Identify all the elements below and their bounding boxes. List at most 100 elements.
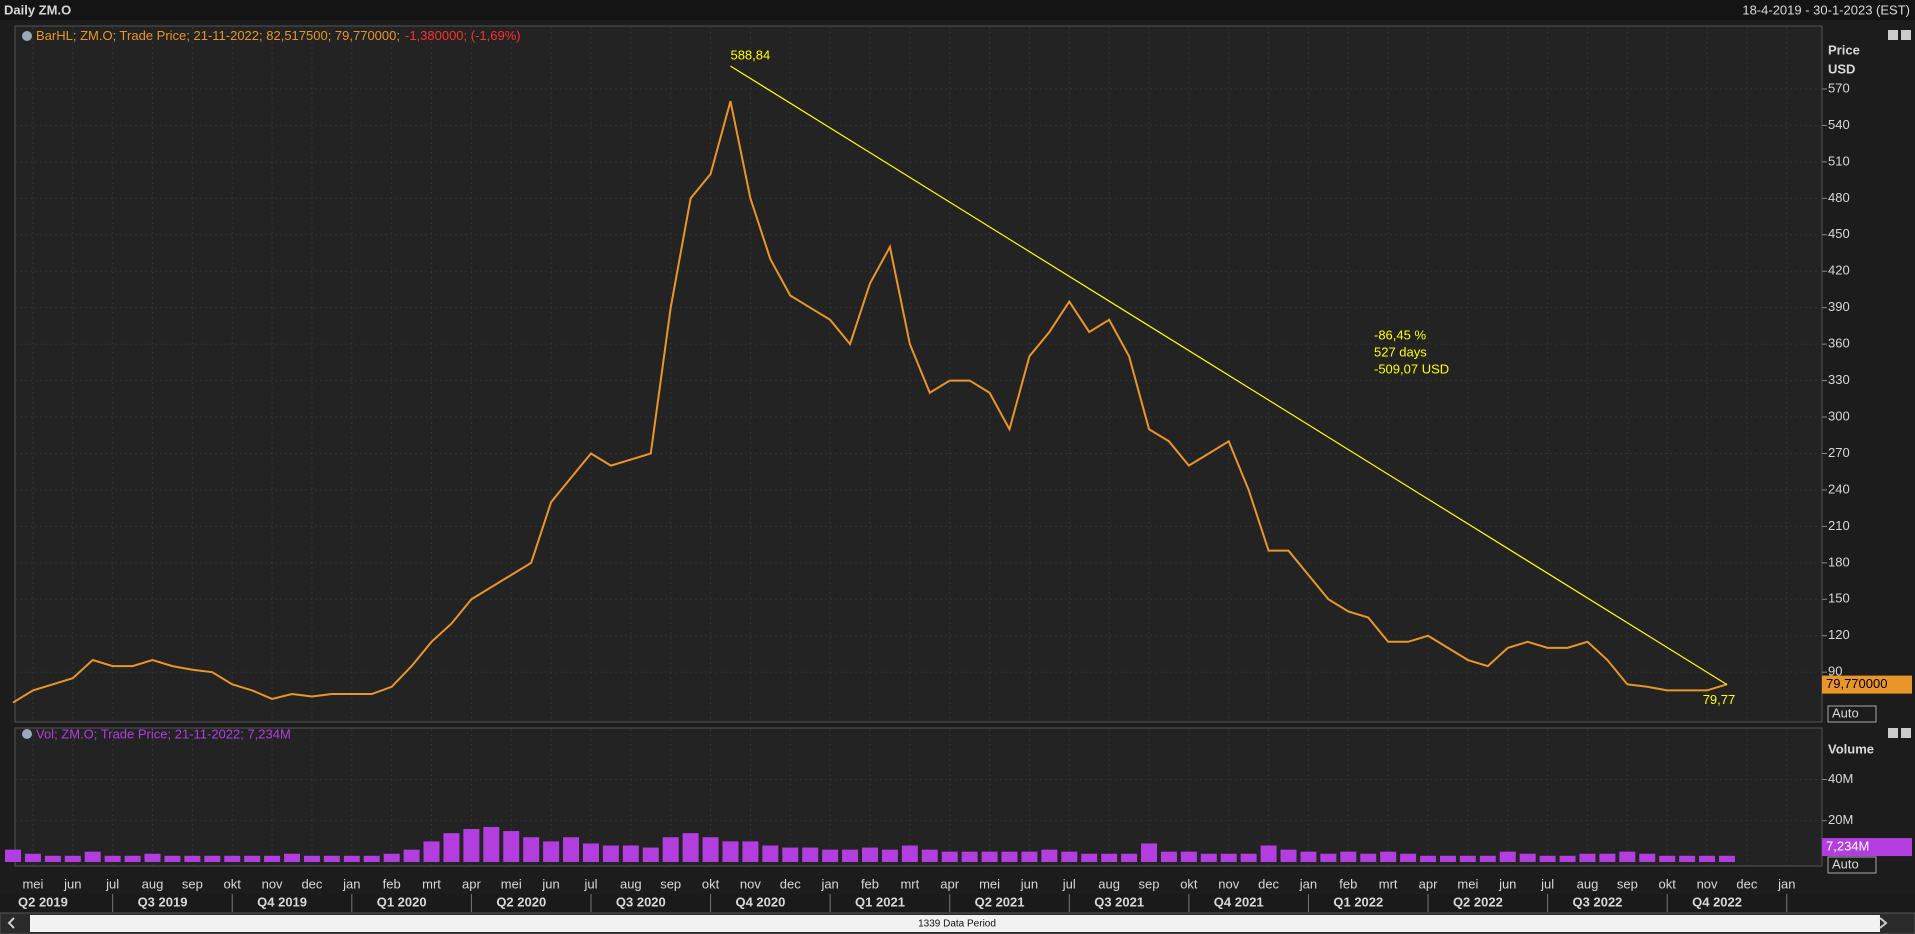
x-tick-label: aug [1098, 876, 1120, 891]
volume-bar [1320, 853, 1337, 862]
volume-bar [662, 837, 679, 862]
volume-bar [1300, 851, 1317, 862]
price-legend: BarHL; ZM.O; Trade Price; 21-11-2022; 82… [36, 28, 521, 43]
volume-bar [84, 851, 101, 862]
volume-bar [363, 855, 380, 862]
x-tick-label: jun [541, 876, 559, 891]
last-price-label: 79,770000 [1826, 676, 1887, 691]
scroll-left[interactable] [7, 917, 15, 929]
volume-bar [383, 853, 400, 862]
volume-bar [184, 855, 201, 862]
volume-bar [1459, 855, 1476, 862]
x-tick-label: jun [1020, 876, 1038, 891]
x-tick-label: dec [1258, 876, 1279, 891]
last-volume-label: 7,234M [1826, 839, 1869, 854]
quarter-label: Q3 2020 [616, 894, 666, 909]
legend-text: BarHL; ZM.O; Trade Price; 21-11-2022; 82… [36, 28, 400, 43]
trendline-stat: -509,07 USD [1374, 361, 1449, 376]
volume-bar [682, 833, 699, 862]
scale-mode: Auto [1832, 705, 1859, 720]
axis-label: Volume [1828, 741, 1874, 756]
x-tick-label: okt [1659, 876, 1677, 891]
volume-bar [403, 849, 420, 862]
volume-bar [1021, 851, 1038, 862]
trendline-stat: -86,45 % [1374, 327, 1426, 342]
volume-bar [563, 837, 580, 862]
volume-bar [323, 855, 340, 862]
y-tick-label: 300 [1828, 408, 1850, 423]
volume-bar [1439, 855, 1456, 862]
volume-bar [1220, 853, 1237, 862]
volume-bar [124, 855, 141, 862]
volume-bar [1200, 853, 1217, 862]
volume-bar [1360, 853, 1377, 862]
x-tick-label: sep [1139, 876, 1160, 891]
legend-icon [22, 31, 32, 41]
quarter-label: Q1 2021 [855, 894, 905, 909]
volume-bar [64, 855, 81, 862]
volume-bar [1121, 853, 1138, 862]
y-tick-label: 420 [1828, 263, 1850, 278]
volume-legend: Vol; ZM.O; Trade Price; 21-11-2022; 7,23… [36, 726, 291, 741]
volume-bar [1380, 851, 1397, 862]
quarter-label: Q4 2021 [1214, 894, 1264, 909]
volume-bar [44, 855, 61, 862]
quarter-label: Q3 2019 [138, 894, 188, 909]
volume-bar [642, 847, 659, 862]
volume-bar [861, 847, 878, 862]
scroll-thumb[interactable] [30, 915, 1880, 932]
x-tick-label: nov [262, 876, 283, 891]
volume-bar [463, 829, 480, 862]
volume-bar [822, 849, 839, 862]
x-tick-label: mei [979, 876, 1000, 891]
axis-unit: USD [1828, 61, 1855, 76]
volume-bar [543, 841, 560, 862]
scroll-right[interactable] [1879, 917, 1888, 929]
y-tick-label: 480 [1828, 190, 1850, 205]
volume-bar [1160, 851, 1177, 862]
x-tick-label: jun [1498, 876, 1516, 891]
data-period: 1339 Data Period [918, 919, 996, 930]
volume-bar [5, 849, 21, 862]
quarter-row [0, 894, 1915, 912]
y-tick-label: 390 [1828, 299, 1850, 314]
volume-bar [742, 841, 759, 862]
volume-bar [1340, 851, 1357, 862]
quarter-label: Q1 2020 [377, 894, 427, 909]
volume-bar [901, 845, 918, 862]
trendline-stat: 527 days [1374, 344, 1427, 359]
volume-bar [622, 845, 639, 862]
x-tick-label: dec [780, 876, 801, 891]
volume-bar [443, 833, 460, 862]
volume-bar [1559, 855, 1576, 862]
volume-bar [1420, 855, 1437, 862]
trendline-end-label: 79,77 [1703, 692, 1736, 707]
x-tick-label: okt [1180, 876, 1198, 891]
volume-bar [144, 853, 161, 862]
y-tick-label: 40M [1828, 771, 1853, 786]
x-tick-label: aug [142, 876, 164, 891]
volume-bar [1579, 853, 1596, 862]
volume-bar [1180, 851, 1197, 862]
x-tick-label: feb [861, 876, 879, 891]
quarter-label: Q2 2022 [1453, 894, 1503, 909]
y-tick-label: 180 [1828, 554, 1850, 569]
x-tick-label: dec [301, 876, 322, 891]
volume-bar [1101, 853, 1118, 862]
x-tick-label: jan [1299, 876, 1317, 891]
x-tick-label: apr [1419, 876, 1438, 891]
x-tick-label: aug [1577, 876, 1599, 891]
x-tick-label: nov [740, 876, 761, 891]
x-tick-label: mei [22, 876, 43, 891]
x-tick-label: okt [224, 876, 242, 891]
quarter-label: Q2 2019 [18, 894, 68, 909]
date-range: 18-4-2019 - 30-1-2023 (EST) [1742, 2, 1910, 17]
volume-bar [1539, 855, 1556, 862]
panel-buttons[interactable] [1888, 30, 1911, 738]
volume-bar [1679, 855, 1696, 862]
volume-bar [224, 855, 241, 862]
scale-box [1827, 705, 1877, 723]
volume-bar [921, 849, 938, 862]
volume-bar [1639, 853, 1656, 862]
